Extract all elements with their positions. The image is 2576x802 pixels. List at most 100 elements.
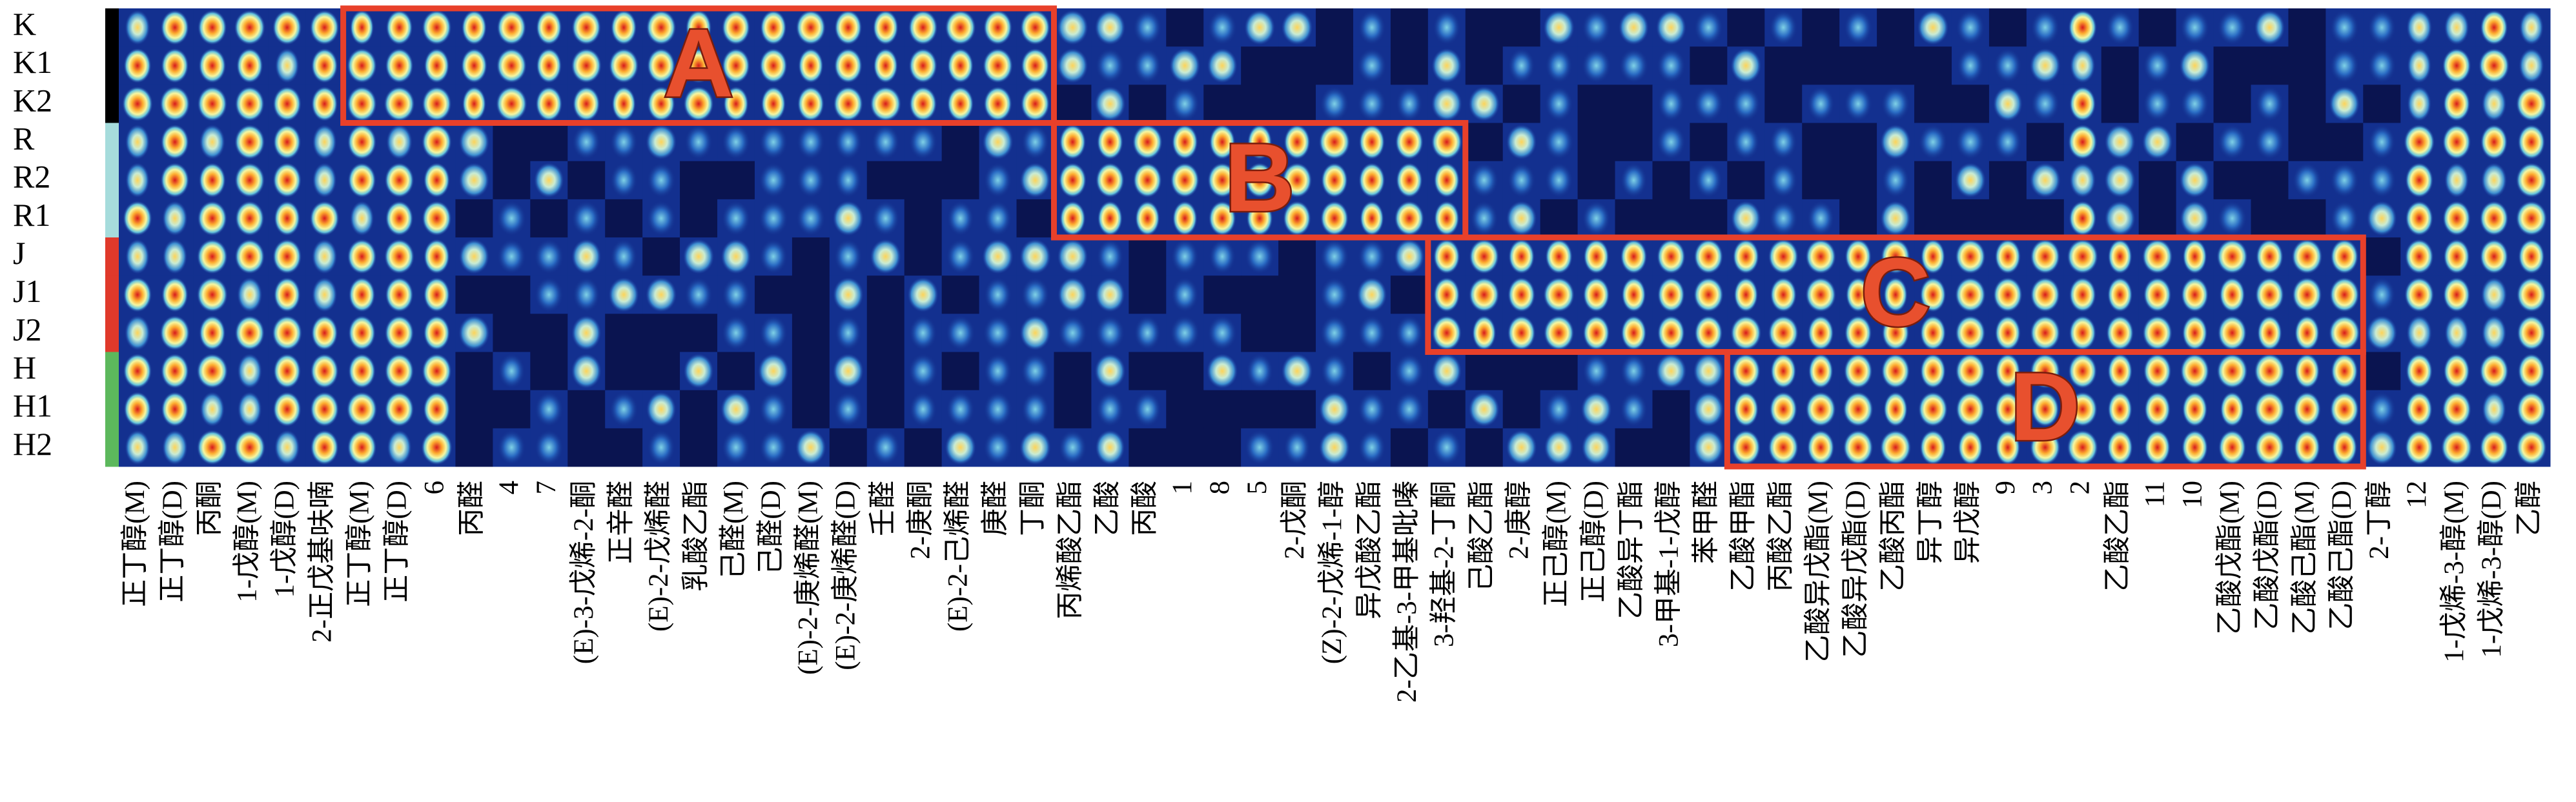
spot (2067, 430, 2098, 465)
spot (909, 86, 937, 122)
spot (647, 48, 675, 83)
spot (311, 277, 338, 312)
cell (1690, 199, 1728, 238)
spot (832, 201, 864, 236)
cell (680, 161, 718, 200)
spot (610, 239, 637, 274)
cell (1129, 352, 1167, 391)
spot (2331, 430, 2358, 465)
spot (536, 48, 562, 83)
spot (1057, 48, 1089, 83)
spot (983, 315, 1013, 351)
spot (796, 201, 826, 236)
cell (605, 428, 643, 467)
spot (1582, 353, 1611, 389)
spot (1095, 48, 1125, 83)
spot (2330, 163, 2359, 198)
cell (1129, 428, 1167, 467)
spot (423, 277, 451, 312)
spot (1057, 239, 1089, 274)
spot (1470, 201, 1498, 236)
spot (1132, 124, 1163, 160)
spot (196, 353, 229, 389)
cell (1839, 123, 1877, 162)
spot (2443, 353, 2470, 389)
spot (609, 392, 639, 427)
spot (2180, 86, 2209, 122)
group-bar (105, 161, 119, 200)
spot (198, 48, 227, 83)
spot (348, 353, 376, 389)
spot-grid (119, 8, 2551, 467)
spot (907, 277, 939, 312)
spot (1657, 48, 1686, 83)
spot (984, 277, 1012, 312)
spot (1245, 163, 1274, 198)
spot (2479, 201, 2509, 236)
spot (498, 353, 526, 389)
cell (904, 237, 943, 276)
column-label: 正丁醇(M) (344, 481, 374, 607)
spot (1360, 201, 1384, 236)
spot (1057, 10, 1089, 45)
spot (2404, 277, 2435, 312)
spot (1245, 239, 1274, 274)
spot (199, 124, 225, 160)
spot (1883, 277, 1908, 312)
spot (535, 430, 564, 465)
row-label: H2 (13, 426, 52, 462)
cell (1278, 276, 1316, 314)
column-label: 丁酮 (1017, 481, 1048, 536)
spot (982, 239, 1014, 274)
cell (2213, 46, 2251, 85)
spot (2407, 86, 2431, 122)
spot (1918, 124, 1948, 160)
spot (2180, 201, 2210, 236)
spot (1172, 201, 1198, 236)
spot (2331, 353, 2358, 389)
spot (1020, 10, 1050, 45)
spot (458, 124, 490, 160)
spot (1843, 430, 1874, 465)
spot (347, 124, 377, 160)
spot (1807, 315, 1834, 351)
spot (983, 392, 1012, 427)
column-label: 2-戊酮 (1280, 481, 1310, 559)
spot (1507, 315, 1536, 351)
spot (310, 430, 339, 465)
spot (1019, 163, 1051, 198)
cell (792, 390, 830, 429)
spot (2216, 353, 2248, 389)
spot (347, 86, 377, 122)
column-label: (E)-2-庚烯醛(D) (831, 481, 861, 670)
spot (160, 10, 189, 45)
spot (2220, 392, 2245, 427)
spot (2515, 86, 2548, 122)
spot (1469, 239, 1500, 274)
spot (1318, 430, 1351, 465)
spot (2479, 430, 2509, 465)
spot (2142, 239, 2173, 274)
spot (573, 277, 600, 312)
spot (1731, 430, 1761, 465)
cell (1241, 276, 1279, 314)
spot (1247, 124, 1273, 160)
cell (2288, 85, 2326, 123)
spot (1394, 239, 1425, 274)
spot (1171, 277, 1199, 312)
spot (2217, 10, 2247, 45)
column-label: 正丁醇(D) (158, 481, 188, 603)
spot (162, 201, 188, 236)
cell (1914, 85, 1952, 123)
cell (941, 123, 980, 162)
cell (455, 390, 493, 429)
column-label: 9 (1990, 481, 2021, 495)
spot (761, 86, 786, 122)
spot (833, 392, 863, 427)
spot (2291, 239, 2323, 274)
cell (2176, 123, 2214, 162)
cell (1390, 276, 1429, 314)
spot (2143, 86, 2172, 122)
spot (1094, 10, 1126, 45)
spot (1845, 239, 1872, 274)
